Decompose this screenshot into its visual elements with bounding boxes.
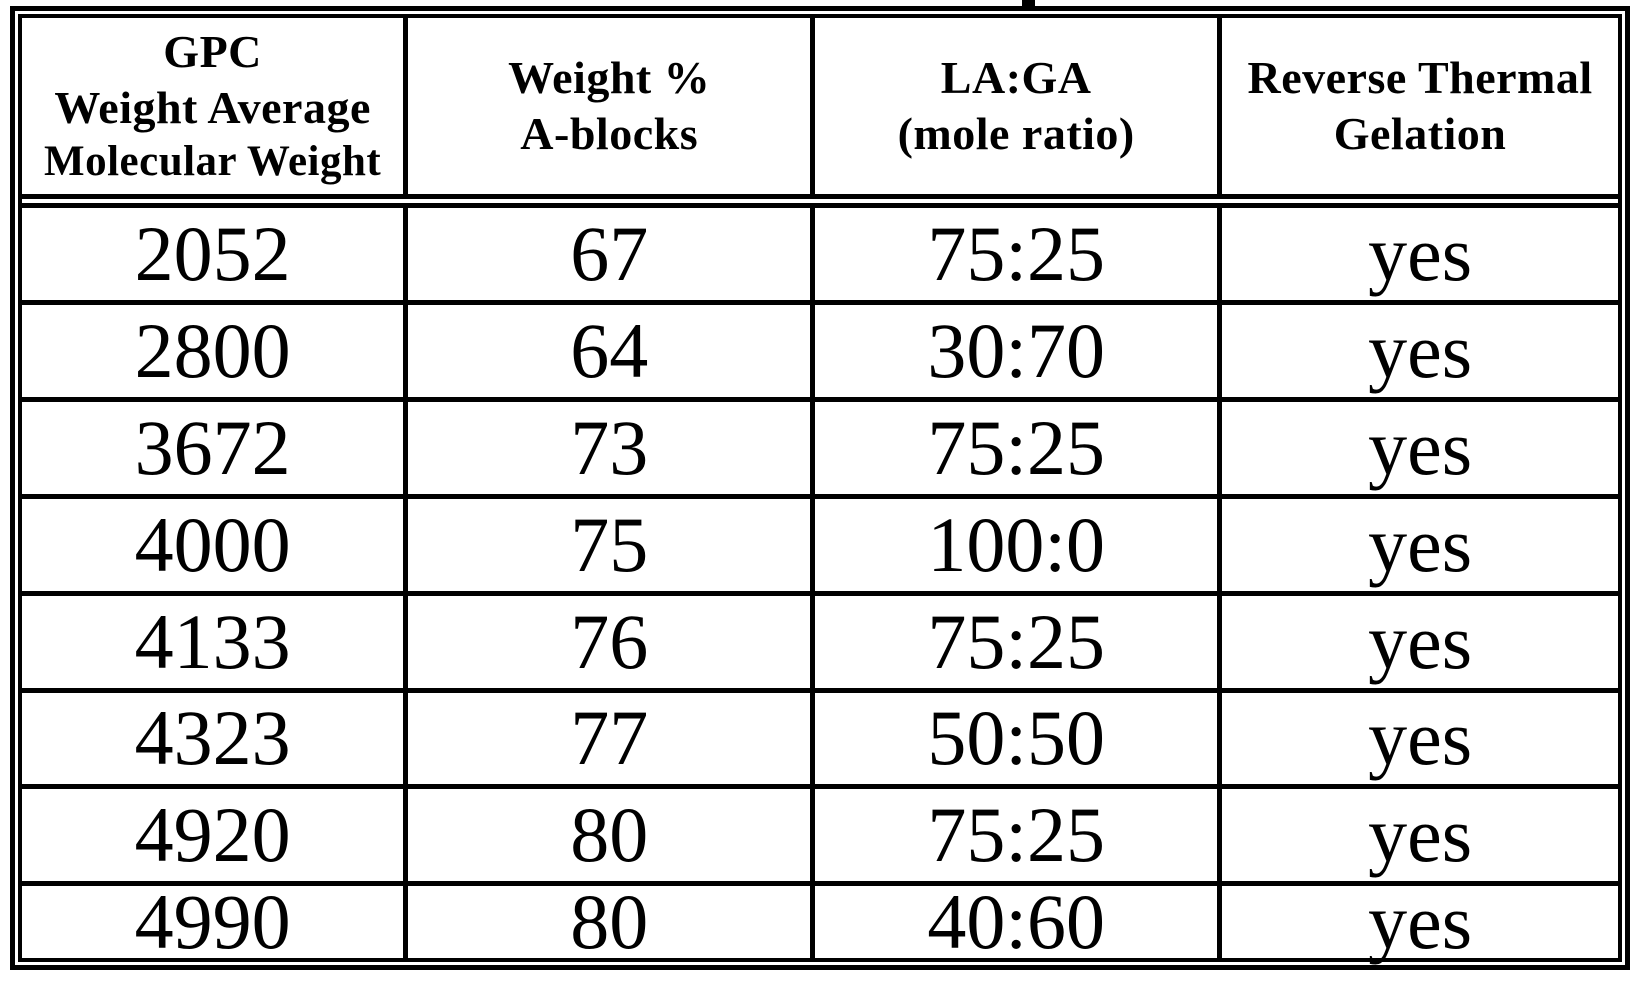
cell-weight-percent: 67	[408, 208, 816, 300]
cell-la-ga-ratio: 30:70	[815, 304, 1223, 397]
cell-gelation: yes	[1222, 499, 1618, 591]
cell-weight-percent: 80	[408, 878, 816, 966]
cell-value: 40:60	[927, 878, 1105, 966]
header-line: (mole ratio)	[897, 108, 1135, 159]
table-row: 2800 64 30:70 yes	[22, 304, 1618, 402]
cell-molecular-weight: 4133	[22, 595, 409, 688]
cell-value: yes	[1368, 597, 1473, 685]
cell-molecular-weight: 2800	[22, 304, 409, 397]
header-line: Weight %	[508, 51, 711, 103]
table-row: 4000 75 100:0 yes	[22, 498, 1618, 596]
cell-value: 30:70	[927, 306, 1105, 394]
cell-value: 3672	[134, 403, 291, 491]
header-line: A-blocks	[520, 108, 699, 159]
cell-gelation: yes	[1222, 693, 1618, 785]
cell-gelation: yes	[1222, 789, 1618, 881]
cell-value: 4323	[134, 694, 291, 782]
cell-value: 4133	[134, 597, 291, 685]
table-row: 4920 80 75:25 yes	[22, 789, 1618, 887]
cell-value: 100:0	[927, 500, 1105, 588]
cell-la-ga-ratio: 75:25	[815, 789, 1223, 882]
cell-value: yes	[1368, 306, 1473, 394]
cell-value: yes	[1368, 878, 1473, 966]
cell-value: 76	[570, 597, 649, 685]
header-reverse-thermal-gelation: Reverse Thermal Gelation	[1222, 18, 1618, 194]
table-header-row: GPC Weight Average Molecular Weight Weig…	[22, 18, 1618, 208]
cell-molecular-weight: 2052	[22, 208, 409, 300]
cell-value: 64	[570, 306, 649, 394]
header-line: Gelation	[1333, 108, 1507, 159]
cell-value: 50:50	[927, 694, 1105, 782]
cell-value: yes	[1368, 500, 1473, 588]
cell-value: 4000	[134, 500, 291, 588]
cell-la-ga-ratio: 100:0	[815, 498, 1223, 591]
cell-value: 75	[570, 500, 649, 588]
cell-gelation: yes	[1222, 878, 1618, 966]
cell-value: yes	[1368, 694, 1473, 782]
header-la-ga-mole-ratio: LA:GA (mole ratio)	[815, 18, 1223, 194]
cell-la-ga-ratio: 75:25	[815, 595, 1223, 688]
cell-gelation: yes	[1222, 305, 1618, 397]
header-line: Molecular Weight	[43, 137, 382, 185]
cell-value: 4920	[134, 791, 291, 879]
cell-value: 4990	[134, 878, 291, 966]
table-body: 2052 67 75:25 yes 2800 64 30:70 yes 3672…	[22, 208, 1618, 966]
cell-value: yes	[1368, 403, 1473, 491]
cell-value: 75:25	[927, 791, 1105, 879]
cell-weight-percent: 64	[408, 304, 816, 397]
cell-value: 73	[570, 403, 649, 491]
cell-weight-percent: 80	[408, 789, 816, 882]
cell-gelation: yes	[1222, 208, 1618, 300]
table-row: 4323 77 50:50 yes	[22, 692, 1618, 790]
cell-value: 2800	[134, 306, 291, 394]
cell-value: 77	[570, 694, 649, 782]
cell-weight-percent: 75	[408, 498, 816, 591]
cell-gelation: yes	[1222, 596, 1618, 688]
cell-value: 2052	[134, 209, 291, 297]
cell-value: 75:25	[927, 209, 1105, 297]
cell-weight-percent: 77	[408, 692, 816, 785]
cell-value: 67	[570, 209, 649, 297]
table-row: 2052 67 75:25 yes	[22, 208, 1618, 305]
cell-la-ga-ratio: 75:25	[815, 208, 1223, 300]
cell-molecular-weight: 4920	[22, 789, 409, 882]
cell-value: 80	[570, 791, 649, 879]
data-table-frame: GPC Weight Average Molecular Weight Weig…	[10, 6, 1630, 970]
header-line: LA:GA	[940, 51, 1092, 103]
cell-value: 80	[570, 878, 649, 966]
cell-weight-percent: 73	[408, 401, 816, 494]
header-line: Reverse Thermal	[1247, 51, 1593, 103]
table-row: 3672 73 75:25 yes	[22, 401, 1618, 499]
cell-gelation: yes	[1222, 402, 1618, 494]
table-row: 4990 80 40:60 yes	[22, 878, 1618, 966]
header-gpc-molecular-weight: GPC Weight Average Molecular Weight	[22, 18, 409, 194]
cell-value: yes	[1368, 791, 1473, 879]
cell-la-ga-ratio: 50:50	[815, 692, 1223, 785]
cell-molecular-weight: 4990	[22, 878, 409, 966]
cell-weight-percent: 76	[408, 595, 816, 688]
cell-molecular-weight: 4323	[22, 692, 409, 785]
cell-value: 75:25	[927, 403, 1105, 491]
cell-value: 75:25	[927, 597, 1105, 685]
header-line: GPC	[163, 25, 262, 77]
table-row: 4133 76 75:25 yes	[22, 595, 1618, 693]
header-line: Weight Average	[54, 81, 371, 133]
cell-molecular-weight: 4000	[22, 498, 409, 591]
cell-la-ga-ratio: 75:25	[815, 401, 1223, 494]
header-weight-percent-a-blocks: Weight % A-blocks	[408, 18, 816, 194]
cell-molecular-weight: 3672	[22, 401, 409, 494]
cell-la-ga-ratio: 40:60	[815, 878, 1223, 966]
cell-value: yes	[1368, 209, 1473, 297]
data-table: GPC Weight Average Molecular Weight Weig…	[18, 14, 1622, 962]
